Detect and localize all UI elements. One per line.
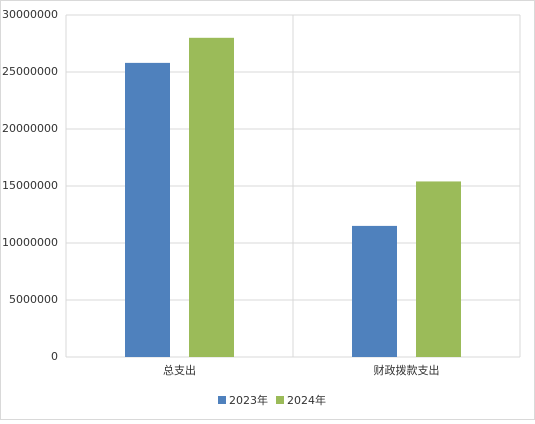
legend-label: 2024年: [287, 393, 326, 407]
bar: [189, 37, 234, 358]
legend-swatch: [276, 396, 284, 404]
y-tick-label: 30000000: [2, 8, 58, 21]
y-tick-label: 5000000: [9, 293, 58, 306]
bar: [125, 62, 170, 357]
bar: [416, 181, 461, 357]
y-tick-label: 25000000: [2, 65, 58, 78]
legend-swatch: [218, 396, 226, 404]
x-tick-label: 总支出: [163, 363, 196, 377]
y-tick-label: 0: [51, 350, 58, 363]
x-tick-label: 财政拨款支出: [374, 363, 440, 377]
y-tick-label: 10000000: [2, 236, 58, 249]
y-tick-label: 20000000: [2, 122, 58, 135]
legend-label: 2023年: [229, 393, 268, 407]
y-tick-label: 15000000: [2, 179, 58, 192]
bar: [352, 225, 397, 357]
